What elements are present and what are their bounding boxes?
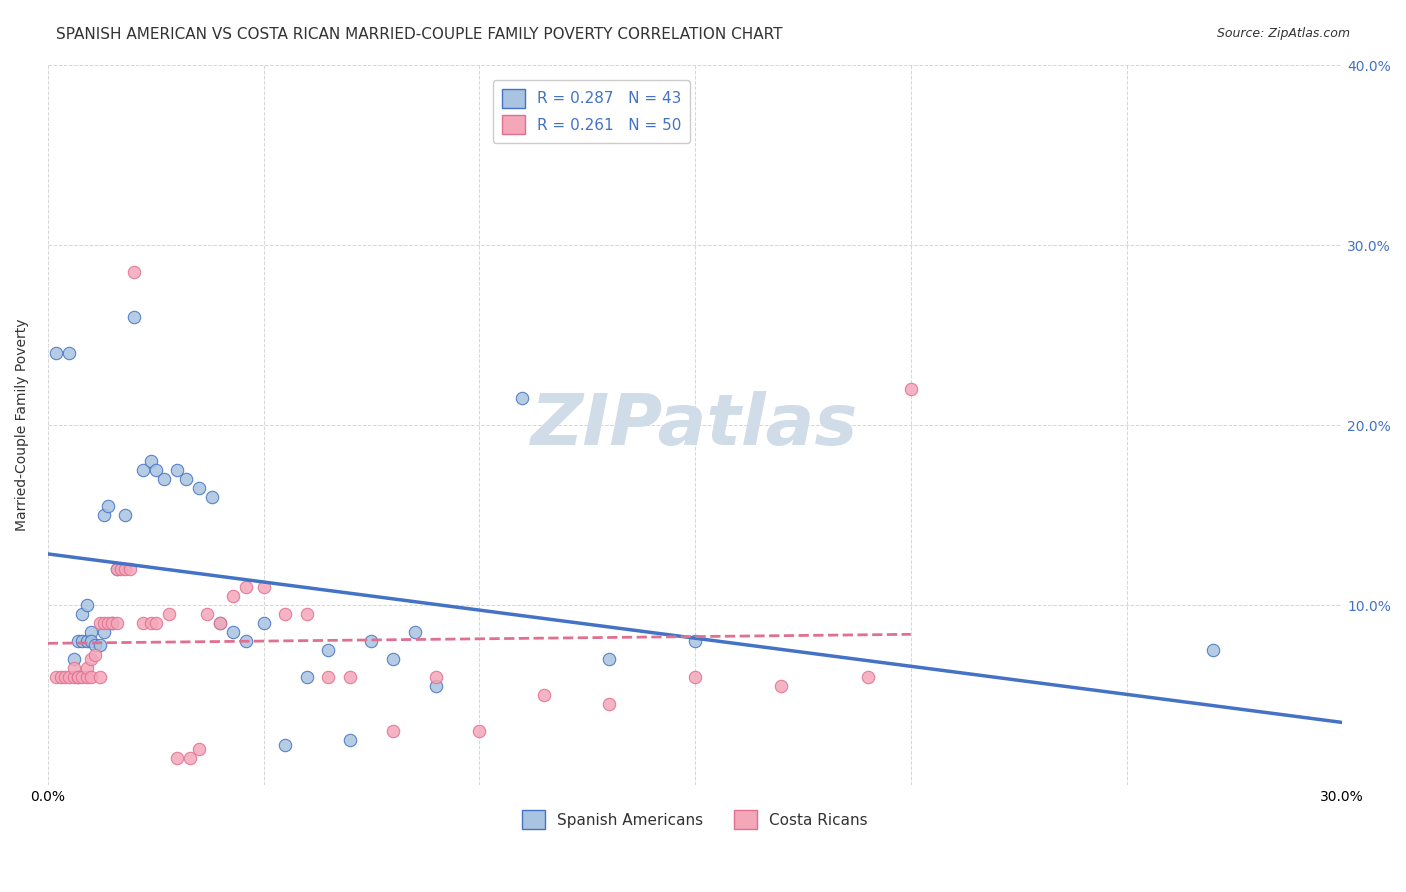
Point <box>187 742 209 756</box>
Text: SPANISH AMERICAN VS COSTA RICAN MARRIED-COUPLE FAMILY POVERTY CORRELATION CHART: SPANISH AMERICAN VS COSTA RICAN MARRIED-… <box>56 27 783 42</box>
Point <box>80 652 103 666</box>
Point <box>80 625 103 640</box>
Point <box>62 661 84 675</box>
Point <box>295 607 318 621</box>
Point <box>360 634 382 648</box>
Point <box>145 463 167 477</box>
Point <box>76 670 98 684</box>
Point <box>114 508 136 522</box>
Point <box>53 670 76 684</box>
Point <box>131 616 153 631</box>
Point <box>187 481 209 495</box>
Point <box>80 670 103 684</box>
Point <box>533 688 555 702</box>
Point <box>62 652 84 666</box>
Point <box>339 670 361 684</box>
Point <box>131 463 153 477</box>
Point <box>770 679 793 693</box>
Point <box>45 346 67 360</box>
Point <box>72 607 94 621</box>
Point <box>197 607 219 621</box>
Point <box>295 670 318 684</box>
Point <box>122 265 145 279</box>
Point <box>72 634 94 648</box>
Point <box>157 607 180 621</box>
Point <box>93 616 115 631</box>
Point <box>145 616 167 631</box>
Point <box>179 751 201 765</box>
Point <box>45 670 67 684</box>
Point <box>89 638 111 652</box>
Y-axis label: Married-Couple Family Poverty: Married-Couple Family Poverty <box>15 318 30 532</box>
Point <box>76 634 98 648</box>
Point <box>856 670 879 684</box>
Point <box>174 472 197 486</box>
Point <box>66 670 89 684</box>
Point <box>97 499 120 513</box>
Point <box>101 616 124 631</box>
Point <box>101 616 124 631</box>
Point <box>89 616 111 631</box>
Point <box>58 346 80 360</box>
Point <box>316 670 339 684</box>
Point <box>900 382 922 396</box>
Point <box>201 490 224 504</box>
Point <box>274 739 297 753</box>
Point <box>76 661 98 675</box>
Text: ZIPatlas: ZIPatlas <box>531 391 859 459</box>
Point <box>339 733 361 747</box>
Point <box>141 616 163 631</box>
Point <box>141 454 163 468</box>
Text: Source: ZipAtlas.com: Source: ZipAtlas.com <box>1216 27 1350 40</box>
Point <box>66 670 89 684</box>
Point <box>381 652 404 666</box>
Point <box>122 310 145 324</box>
Point <box>166 751 188 765</box>
Point <box>683 670 706 684</box>
Point <box>110 562 132 576</box>
Point <box>222 625 245 640</box>
Point <box>84 638 107 652</box>
Point <box>425 670 447 684</box>
Point <box>89 670 111 684</box>
Point <box>93 625 115 640</box>
Point <box>683 634 706 648</box>
Point <box>468 724 491 739</box>
Point <box>404 625 426 640</box>
Point <box>1202 643 1225 657</box>
Point <box>598 697 620 711</box>
Point <box>105 616 128 631</box>
Point <box>235 634 257 648</box>
Point <box>222 589 245 603</box>
Point <box>118 562 141 576</box>
Point <box>97 616 120 631</box>
Point <box>166 463 188 477</box>
Point <box>105 562 128 576</box>
Point <box>58 670 80 684</box>
Point <box>209 616 232 631</box>
Point <box>252 616 274 631</box>
Point <box>93 508 115 522</box>
Legend: Spanish Americans, Costa Ricans: Spanish Americans, Costa Ricans <box>516 805 875 835</box>
Point <box>80 634 103 648</box>
Point <box>512 391 534 405</box>
Point <box>49 670 72 684</box>
Point <box>381 724 404 739</box>
Point <box>66 634 89 648</box>
Point <box>153 472 176 486</box>
Point <box>598 652 620 666</box>
Point <box>105 562 128 576</box>
Point <box>235 580 257 594</box>
Point <box>316 643 339 657</box>
Point <box>425 679 447 693</box>
Point <box>76 598 98 612</box>
Point <box>114 562 136 576</box>
Point <box>274 607 297 621</box>
Point <box>62 670 84 684</box>
Point <box>209 616 232 631</box>
Point <box>252 580 274 594</box>
Point <box>84 648 107 663</box>
Point <box>72 670 94 684</box>
